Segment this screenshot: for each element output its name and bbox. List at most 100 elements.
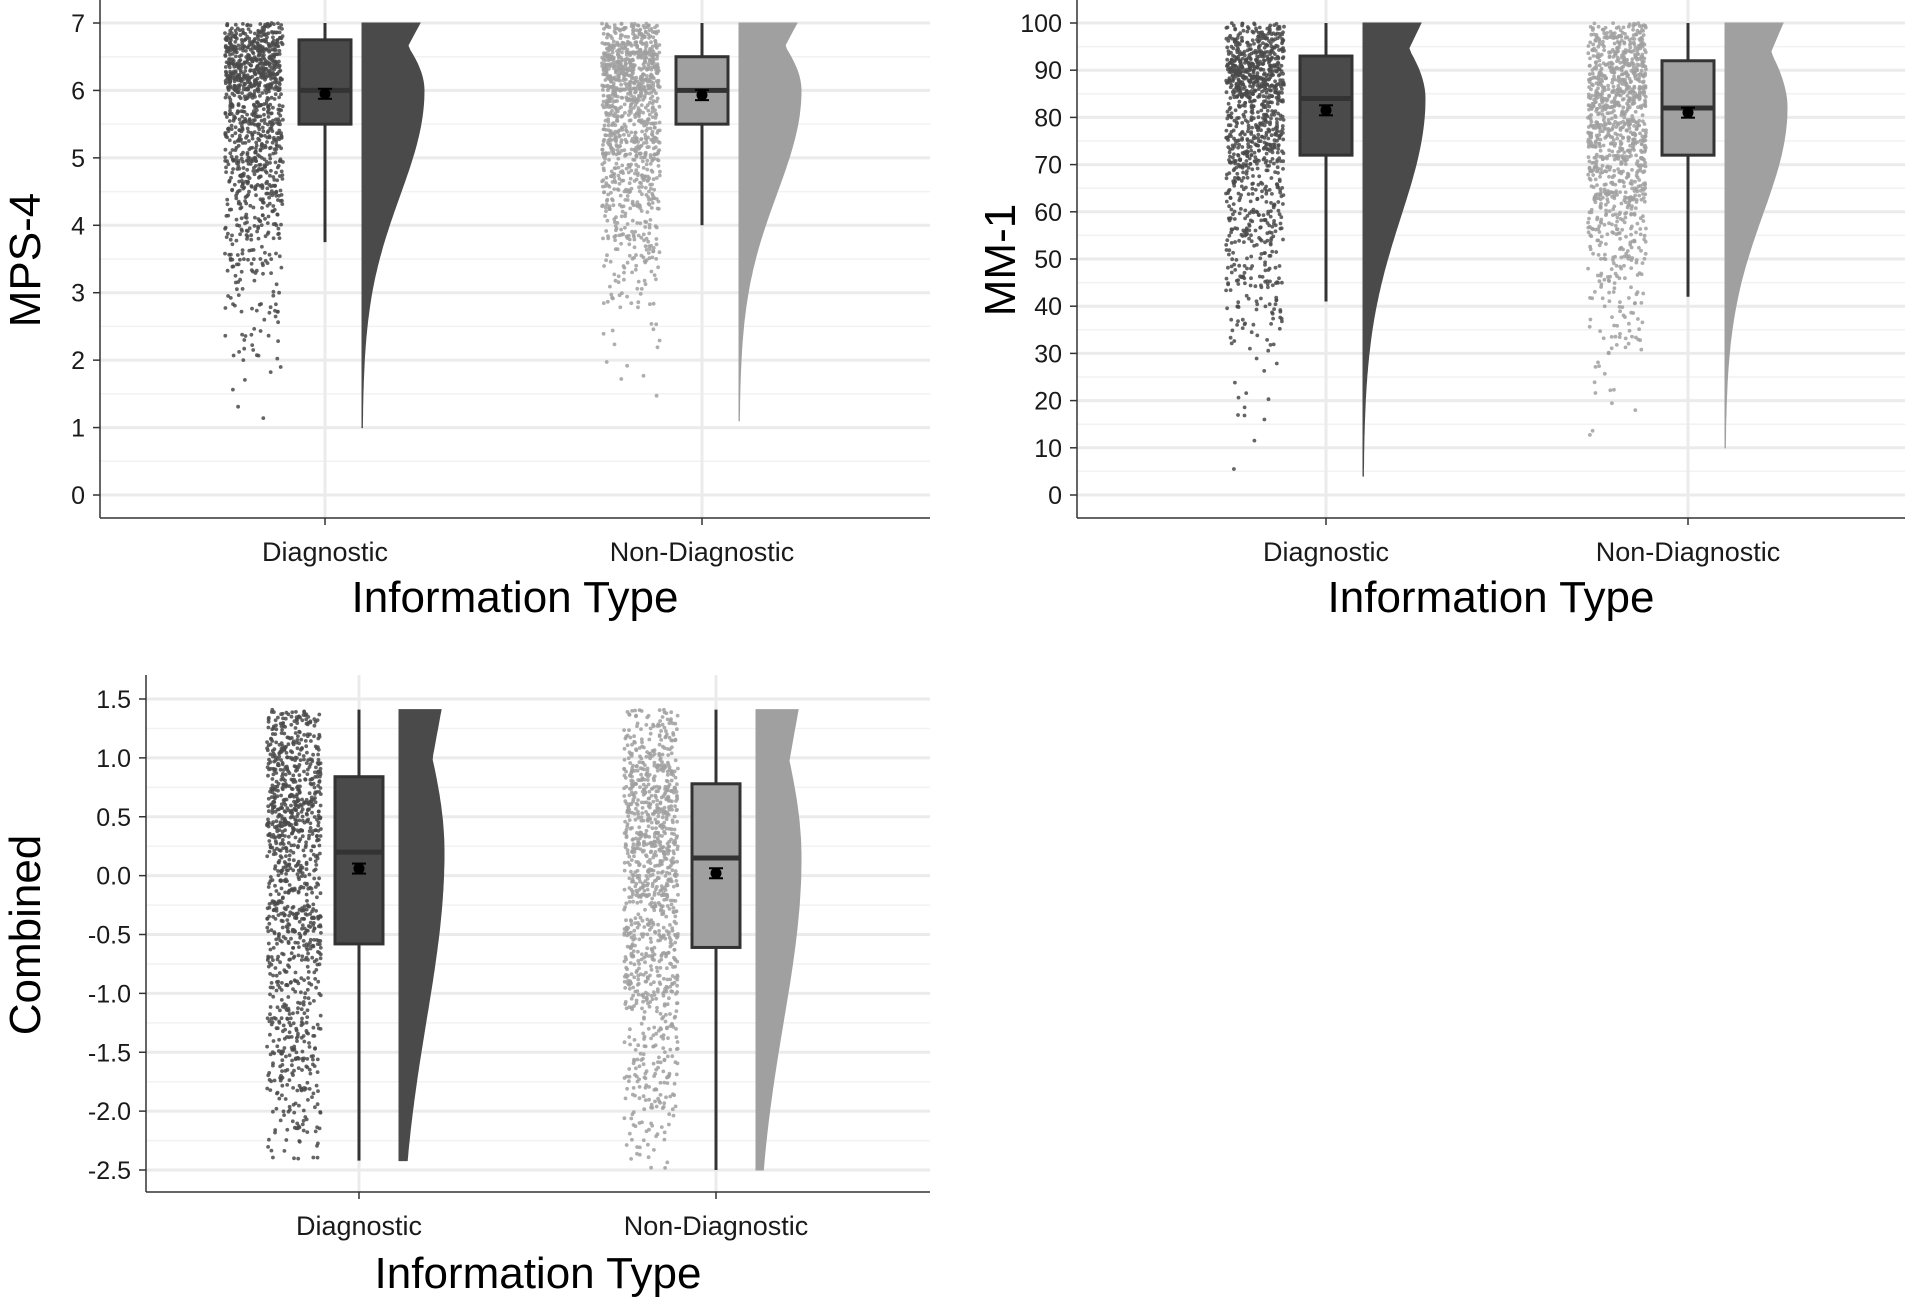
- data-point: [1605, 193, 1609, 198]
- data-point: [1625, 94, 1630, 98]
- y-tick-label: 10: [1034, 435, 1062, 463]
- data-point: [246, 27, 251, 31]
- data-point: [1625, 57, 1629, 62]
- data-point: [634, 263, 639, 268]
- data-point: [633, 115, 638, 119]
- data-point: [1260, 89, 1264, 94]
- data-point: [1269, 238, 1273, 243]
- data-point: [607, 204, 612, 209]
- data-point: [1259, 218, 1264, 223]
- data-point: [1638, 46, 1643, 51]
- data-point: [1229, 264, 1234, 269]
- data-point: [1249, 117, 1254, 122]
- data-point: [1249, 105, 1254, 110]
- data-point: [657, 173, 662, 178]
- data-point: [1249, 110, 1254, 114]
- data-point: [1627, 97, 1632, 102]
- data-point: [256, 236, 261, 241]
- data-point: [1600, 170, 1605, 175]
- data-point: [1265, 221, 1270, 225]
- data-point: [1267, 104, 1272, 109]
- data-point: [238, 28, 242, 33]
- data-point: [607, 157, 611, 162]
- data-point: [262, 112, 266, 117]
- data-point: [1611, 21, 1615, 25]
- data-point: [623, 57, 628, 62]
- data-point: [1232, 67, 1237, 72]
- data-point: [613, 166, 618, 171]
- data-point: [224, 170, 229, 175]
- data-point: [1594, 152, 1599, 157]
- data-point: [1253, 284, 1258, 289]
- data-point: [307, 829, 312, 834]
- data-point: [1621, 64, 1626, 69]
- data-point: [1631, 197, 1636, 202]
- data-point: [1610, 135, 1615, 140]
- data-point: [1250, 186, 1255, 191]
- data-point: [654, 52, 659, 57]
- data-point: [1601, 39, 1605, 44]
- series-diagnostic: [265, 707, 445, 1162]
- data-point: [245, 134, 250, 138]
- data-point: [1633, 109, 1638, 114]
- data-point: [252, 327, 257, 331]
- data-point: [1271, 316, 1275, 321]
- data-point: [623, 211, 628, 216]
- data-point: [257, 30, 262, 35]
- data-point: [278, 1118, 283, 1123]
- data-point: [225, 46, 229, 51]
- data-point: [1598, 329, 1602, 333]
- data-point: [223, 251, 227, 256]
- data-point: [230, 187, 235, 192]
- data-point: [1281, 38, 1286, 43]
- data-point: [604, 202, 609, 207]
- data-point: [306, 970, 311, 974]
- data-point: [243, 69, 248, 73]
- data-point: [632, 158, 637, 162]
- data-point: [271, 54, 276, 58]
- data-point: [301, 939, 306, 943]
- data-point: [1593, 177, 1598, 182]
- data-point: [1258, 34, 1263, 38]
- data-point: [1259, 238, 1264, 243]
- data-point: [245, 23, 250, 28]
- data-point: [1278, 308, 1283, 312]
- data-point: [1236, 191, 1241, 196]
- data-point: [272, 22, 276, 26]
- data-point: [1241, 176, 1246, 180]
- data-point: [1636, 317, 1640, 321]
- data-point: [639, 155, 644, 160]
- data-point: [649, 26, 654, 31]
- data-point: [260, 186, 265, 191]
- data-point: [1640, 261, 1645, 265]
- data-point: [1261, 120, 1266, 125]
- data-point: [1592, 380, 1597, 385]
- data-point: [603, 152, 608, 157]
- data-point: [1246, 142, 1250, 147]
- data-point: [647, 189, 651, 194]
- data-point: [271, 175, 276, 179]
- data-point: [305, 987, 310, 992]
- data-point: [1242, 85, 1247, 90]
- chart-panel-3: -2.5-2.0-1.5-1.0-0.50.00.51.01.5Diagnost…: [1, 675, 930, 1298]
- data-point: [1249, 254, 1254, 259]
- data-point: [602, 264, 606, 268]
- data-point: [1638, 138, 1643, 143]
- data-point: [1613, 334, 1618, 339]
- data-point: [241, 87, 246, 92]
- data-point: [623, 214, 627, 219]
- data-point: [628, 206, 633, 211]
- data-point: [255, 229, 259, 234]
- data-point: [1591, 54, 1596, 58]
- data-point: [651, 246, 656, 250]
- data-point: [285, 1083, 290, 1087]
- data-point: [244, 158, 249, 163]
- data-point: [614, 152, 619, 157]
- data-point: [1280, 186, 1285, 190]
- data-point: [1622, 80, 1627, 85]
- data-point: [1238, 196, 1242, 200]
- data-point: [1249, 99, 1254, 104]
- data-point: [1227, 107, 1232, 111]
- data-point: [654, 242, 659, 247]
- data-point: [255, 182, 260, 187]
